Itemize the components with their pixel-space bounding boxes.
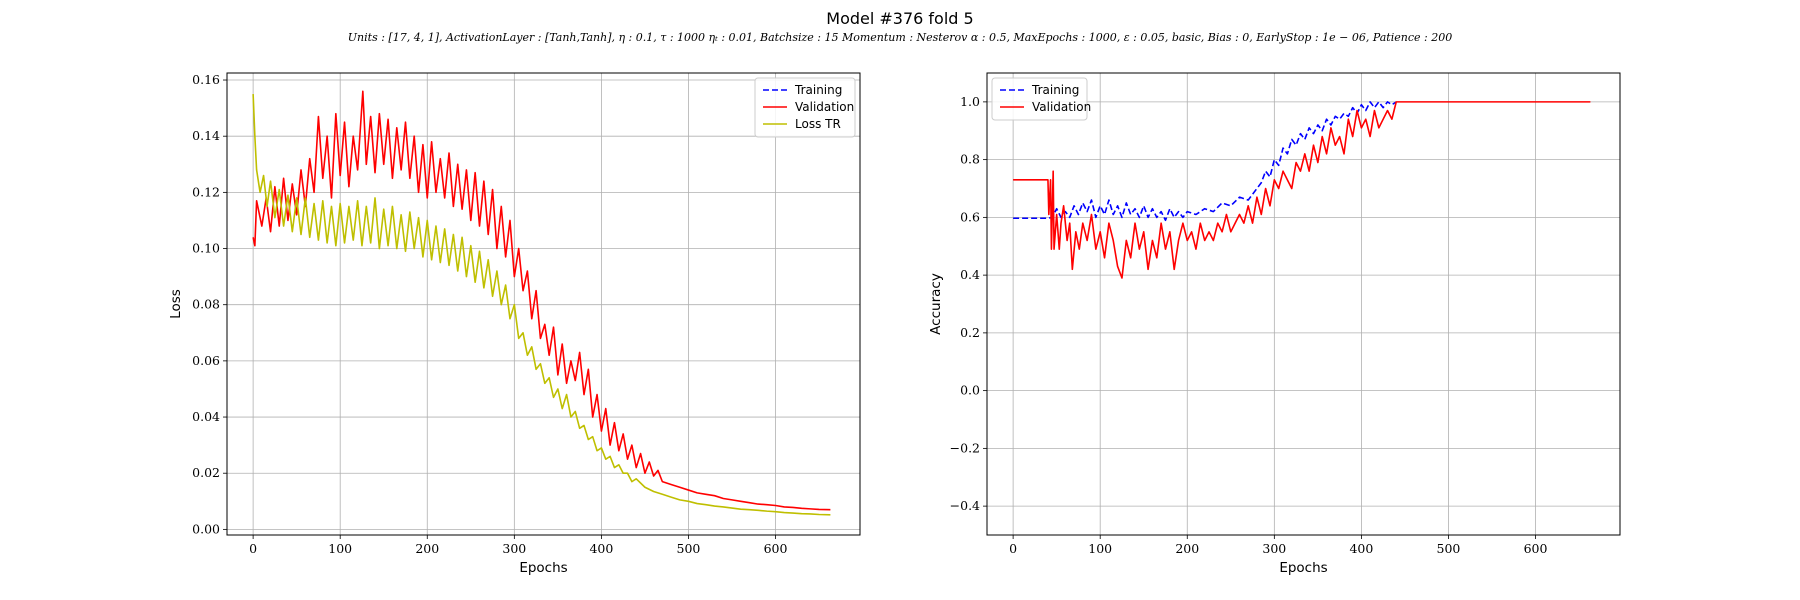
accuracy-y-tick-label: 0.6	[960, 209, 980, 224]
loss-y-tick-label: 0.04	[192, 409, 220, 424]
accuracy-y-tick-label: −0.2	[950, 440, 980, 455]
loss-plot-area	[227, 73, 860, 535]
loss-axes-frame	[226, 72, 861, 536]
accuracy-y-tick-label: 1.0	[960, 94, 980, 109]
loss-legend: Training Validation Loss TR	[754, 77, 856, 138]
figure-subtitle: Units : [17, 4, 1], ActivationLayer : [T…	[347, 31, 1453, 44]
accuracy-legend-box	[991, 77, 1088, 121]
loss-legend-box	[754, 77, 856, 138]
accuracy-x-tick-label: 100	[1088, 541, 1112, 556]
accuracy-axes-frame	[986, 72, 1621, 536]
loss-series-loss-tr	[252, 94, 831, 516]
accuracy-x-tick-label: 300	[1262, 541, 1286, 556]
accuracy-y-tick-label: 0.4	[960, 267, 980, 282]
accuracy-y-tick-label: 0.0	[960, 383, 980, 398]
loss-chart: 0 100 200 300 400 500 600 0.00 0.02 0.04 0.06 0.08 0…	[168, 72, 861, 576]
loss-y-tick-label: 0.14	[192, 128, 220, 143]
figure-title: Model #376 fold 5	[826, 9, 974, 28]
accuracy-plot-area	[987, 73, 1620, 535]
loss-y-tick-label: 0.06	[192, 353, 220, 368]
accuracy-y-tick-label: 0.2	[960, 325, 980, 340]
accuracy-y-tick-label: 0.8	[960, 152, 980, 167]
accuracy-x-tick-label: 500	[1437, 541, 1461, 556]
accuracy-legend-label: Validation	[1032, 100, 1091, 114]
loss-x-tick-label: 600	[764, 541, 788, 556]
accuracy-x-tick-label: 0	[1009, 541, 1017, 556]
accuracy-x-axis-label: Epochs	[1279, 560, 1327, 576]
loss-y-tick-label: 0.02	[192, 465, 220, 480]
loss-x-tick-label: 100	[328, 541, 352, 556]
loss-x-tick-label: 300	[502, 541, 526, 556]
loss-y-axis-label: Loss	[168, 289, 184, 319]
loss-y-tick-label: 0.00	[192, 521, 220, 536]
loss-legend-label: Loss TR	[795, 117, 841, 131]
accuracy-chart: 0 100 200 300 400 500 600 −0.4 −0.2 0.0 0.2 0.4 0.6 0…	[928, 72, 1621, 576]
loss-y-tick-label: 0.10	[192, 241, 220, 256]
accuracy-legend-label: Training	[1031, 83, 1079, 97]
accuracy-y-axis-label: Accuracy	[928, 273, 944, 335]
accuracy-x-tick-label: 600	[1524, 541, 1548, 556]
loss-y-tick-label: 0.16	[192, 72, 220, 87]
loss-y-tick-label: 0.08	[192, 297, 220, 312]
accuracy-series-validation	[1013, 101, 1591, 279]
loss-y-tick-label: 0.12	[192, 184, 220, 199]
accuracy-x-tick-label: 400	[1349, 541, 1373, 556]
loss-x-tick-label: 0	[249, 541, 257, 556]
accuracy-x-tick-label: 200	[1175, 541, 1199, 556]
accuracy-y-tick-label: −0.4	[950, 498, 980, 513]
loss-x-axis-label: Epochs	[519, 560, 567, 576]
loss-legend-label: Validation	[795, 100, 854, 114]
loss-legend-label: Training	[794, 83, 842, 97]
loss-x-tick-label: 200	[415, 541, 439, 556]
loss-x-tick-label: 400	[589, 541, 613, 556]
loss-series-validation	[252, 90, 831, 511]
accuracy-legend: Training Validation	[991, 77, 1091, 121]
accuracy-series-training	[1013, 101, 1397, 222]
loss-x-tick-label: 500	[677, 541, 701, 556]
